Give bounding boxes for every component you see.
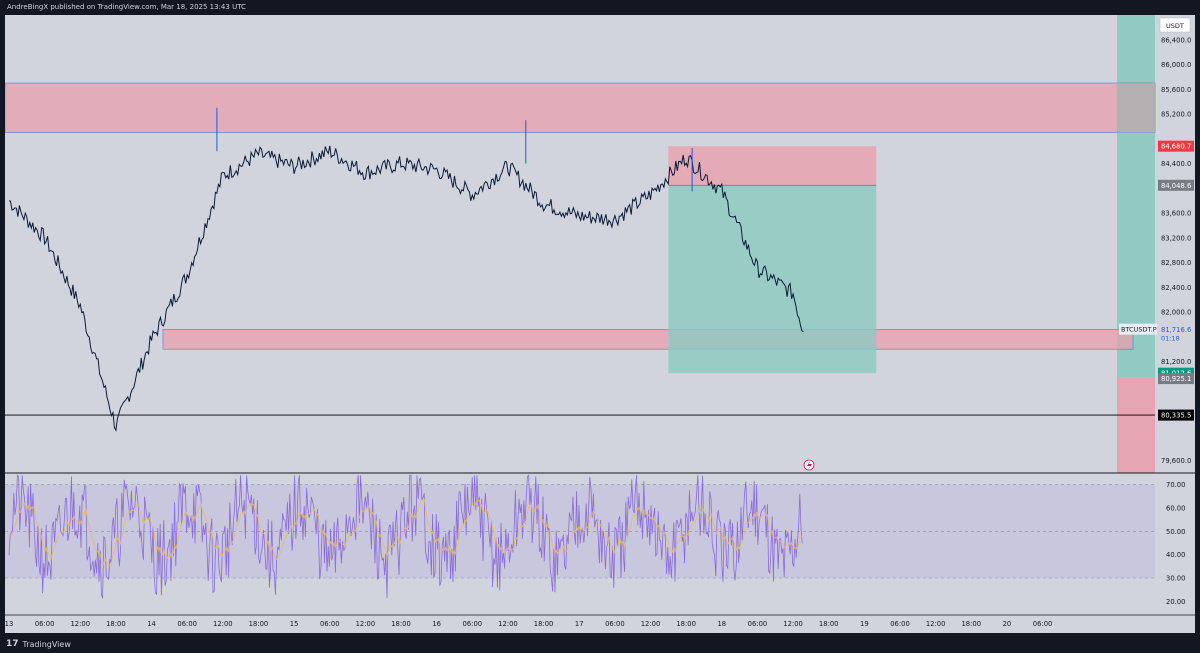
price-tick-label: 86,000.0: [1161, 61, 1191, 69]
time-tick-label: 15: [290, 620, 299, 628]
time-tick-label: 12:00: [498, 620, 518, 628]
chart-svg[interactable]: BTCUSDT.P 01:18 86,400.0 86,000.0 85,600.0 85…: [5, 15, 1195, 633]
zone-demand: [162, 329, 1134, 350]
symbol-label-box: [1119, 323, 1157, 335]
footer: 17 TradingView: [6, 638, 71, 650]
price-label-1: 84,048.6: [1161, 182, 1191, 190]
price-tick-label: 85,200.0: [1161, 111, 1191, 119]
price-label-5: 80,335.5: [1161, 412, 1191, 420]
price-tick-label: 83,600.0: [1161, 210, 1191, 218]
time-tick-label: 12:00: [783, 620, 803, 628]
countdown-label: 01:18: [1161, 335, 1180, 343]
time-tick-label: 06:00: [605, 620, 625, 628]
tradingview-logo-icon: 17: [6, 639, 19, 649]
time-tick-label: 17: [575, 620, 584, 628]
time-tick-label: 12:00: [926, 620, 946, 628]
time-tick-label: 18: [717, 620, 726, 628]
time-tick-label: 19: [860, 620, 869, 628]
rsi-tick-label: 50.00: [1166, 528, 1185, 536]
time-tick-label: 18:00: [106, 620, 126, 628]
price-label-box-1: [1158, 179, 1194, 191]
price-label-0: 84,680.7: [1161, 143, 1191, 151]
rsi-series-line: [8, 474, 803, 599]
time-tick-label: 12:00: [70, 620, 90, 628]
rsi-tick-label: 30.00: [1166, 575, 1185, 583]
price-label-4: 80,925.1: [1161, 375, 1191, 383]
price-tick-label: 86,400.0: [1161, 36, 1191, 44]
time-tick-label: 12:00: [213, 620, 233, 628]
time-tick-label: 12:00: [356, 620, 376, 628]
time-tick-label: 06:00: [320, 620, 340, 628]
price-tick-label: 82,000.0: [1161, 309, 1191, 317]
price-series-line: [8, 145, 804, 432]
price-tick-label: 79,600.0: [1161, 457, 1191, 465]
time-tick-label: 18:00: [391, 620, 411, 628]
rsi-tick-label: 70.00: [1166, 481, 1185, 489]
time-tick-label: 20: [1003, 620, 1012, 628]
published-header: AndreBingX published on TradingView.com,…: [7, 3, 246, 11]
time-tick-label: 14: [147, 620, 156, 628]
time-tick-label: 06:00: [177, 620, 197, 628]
time-tick-label: 18:00: [534, 620, 554, 628]
time-tick-label: 06:00: [1033, 620, 1053, 628]
time-tick-label: 06:00: [35, 620, 55, 628]
lightning-glyph: [807, 461, 812, 470]
price-tick-label: 83,200.0: [1161, 234, 1191, 242]
brand-label: TradingView: [22, 639, 71, 649]
zone-upper-supply: [5, 82, 1156, 133]
price-label-box-5: [1158, 409, 1194, 421]
rsi-tick-label: 40.00: [1166, 551, 1185, 559]
time-tick-label: 06:00: [463, 620, 483, 628]
currency-badge: [1159, 17, 1191, 33]
time-tick-label: 12:00: [641, 620, 661, 628]
price-tick-label: 84,400.0: [1161, 160, 1191, 168]
time-tick-label: 18:00: [961, 620, 981, 628]
price-label-box-4: [1158, 373, 1194, 385]
price-tick-label: 82,800.0: [1161, 259, 1191, 267]
position-stop-zone: [668, 146, 877, 186]
currency-label: USDT: [1166, 22, 1184, 30]
price-tick-label: 81,200.0: [1161, 358, 1191, 366]
time-tick-label: 16: [432, 620, 441, 628]
price-label-2: 81,716.6: [1161, 326, 1191, 334]
rsi-ma-line: [9, 498, 803, 567]
time-tick-label: 18:00: [249, 620, 269, 628]
axis-stop-strip: [1117, 377, 1155, 473]
time-tick-label: 06:00: [748, 620, 768, 628]
price-tick-label: 85,600.0: [1161, 86, 1191, 94]
price-tick-label: 82,400.0: [1161, 284, 1191, 292]
rsi-tick-label: 60.00: [1166, 505, 1185, 513]
chart-area[interactable]: BTCUSDT.P 01:18 86,400.0 86,000.0 85,600.0 85…: [5, 15, 1195, 633]
rsi-tick-label: 20.00: [1166, 598, 1185, 606]
price-label-box-0: [1158, 140, 1194, 152]
zone-overlap-upper: [1117, 83, 1155, 133]
time-tick-label: 13: [5, 620, 13, 628]
time-tick-label: 18:00: [676, 620, 696, 628]
symbol-label: BTCUSDT.P: [1121, 326, 1157, 334]
time-tick-label: 18:00: [819, 620, 839, 628]
time-tick-label: 06:00: [890, 620, 910, 628]
axis-target-strip: [1117, 15, 1155, 378]
